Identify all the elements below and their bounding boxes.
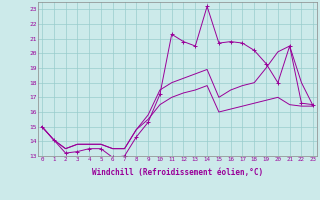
X-axis label: Windchill (Refroidissement éolien,°C): Windchill (Refroidissement éolien,°C) xyxy=(92,168,263,177)
